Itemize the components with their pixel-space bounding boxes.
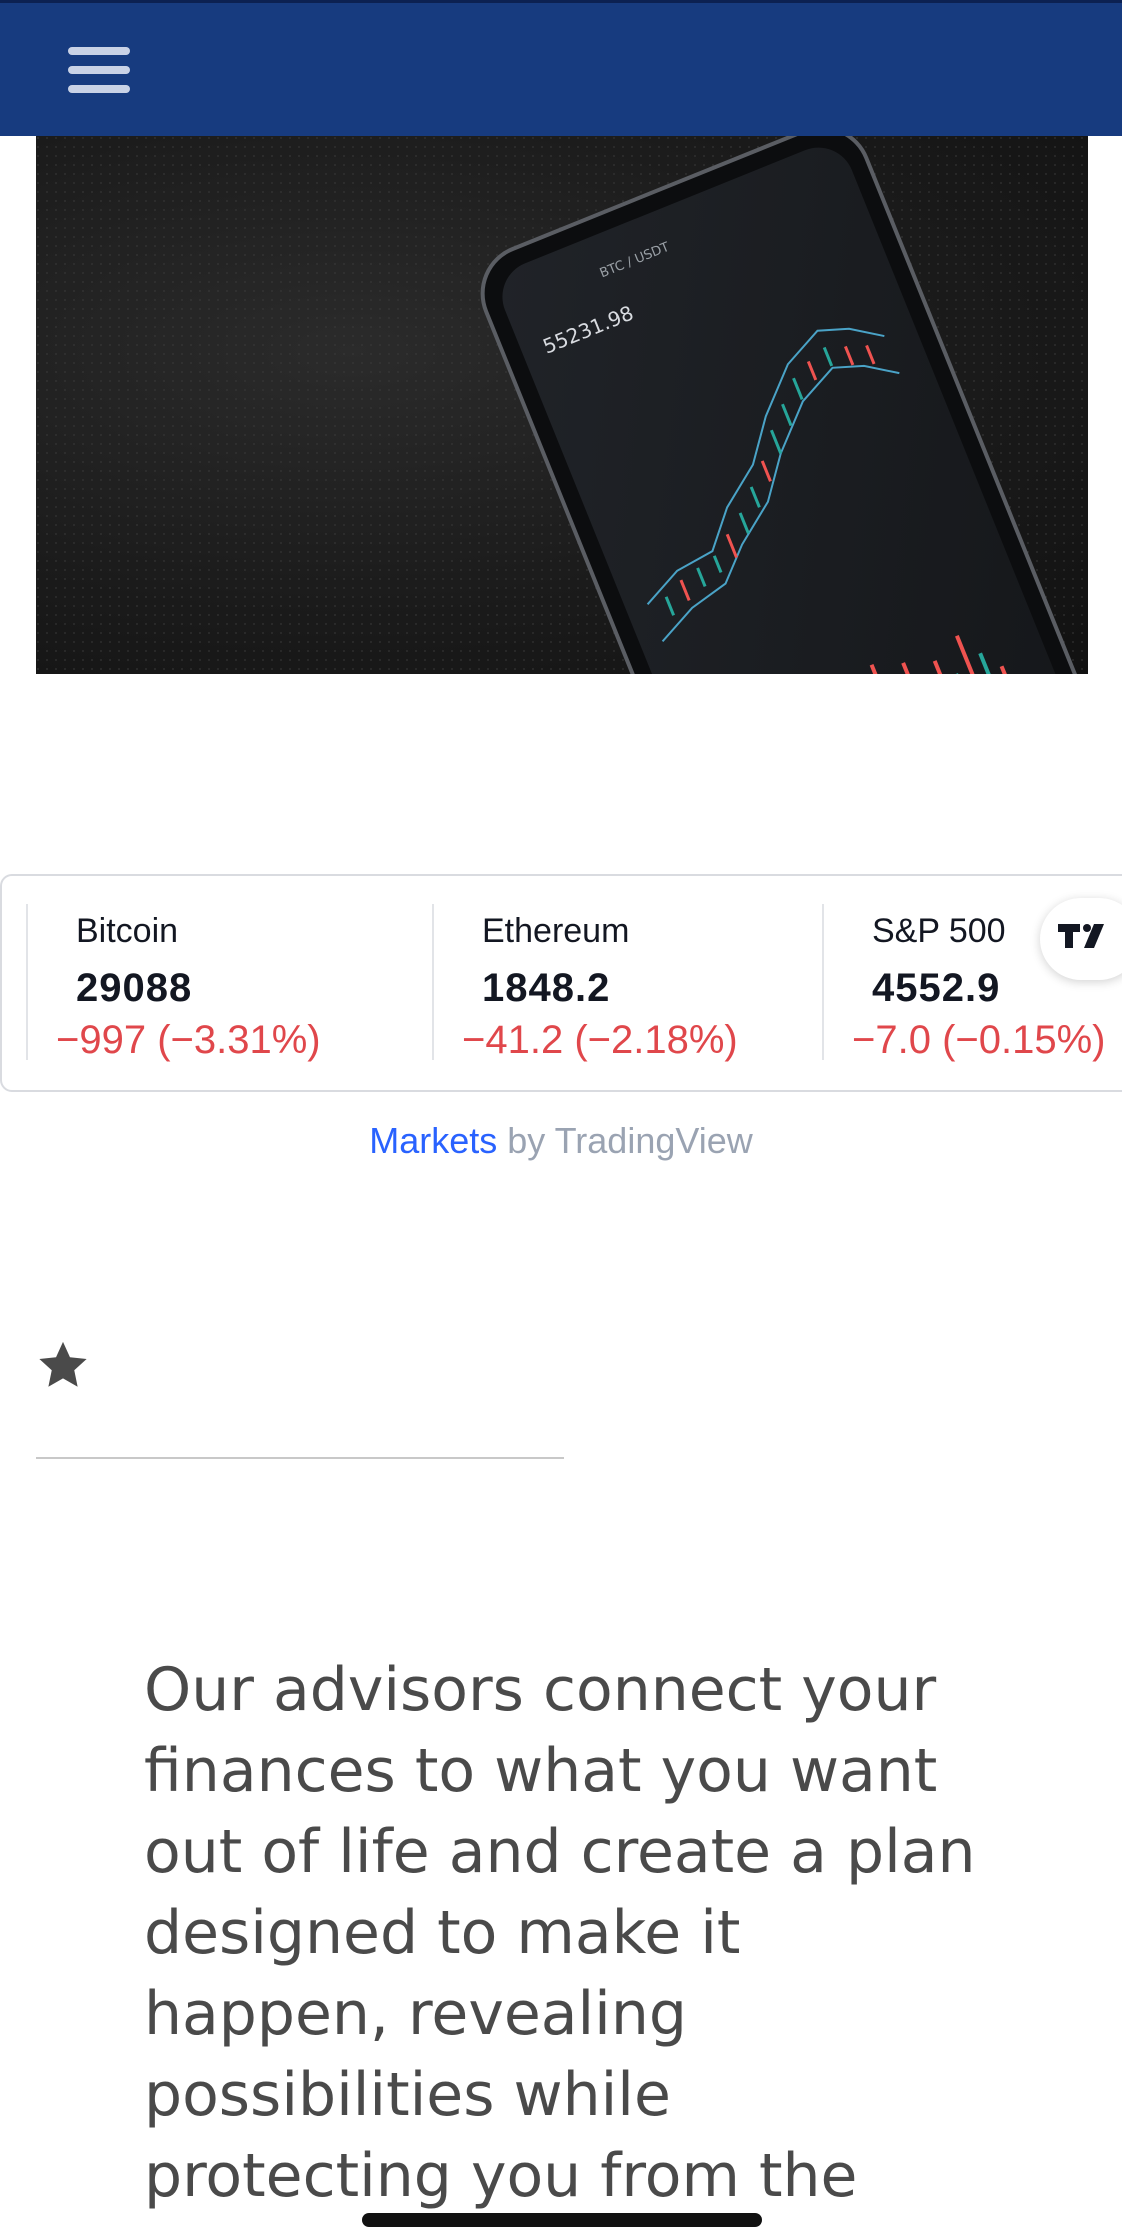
ticker-item-bitcoin[interactable]: Bitcoin 29088 −997 (−3.31%) [26, 904, 428, 1060]
attribution-suffix: by TradingView [497, 1120, 752, 1161]
ticker-name: Bitcoin [76, 912, 178, 951]
ticker-price: 1848.2 [482, 966, 610, 1011]
ticker-name: Ethereum [482, 912, 629, 951]
ticker-change: −997 (−3.31%) [56, 1018, 321, 1063]
section-divider [36, 1457, 564, 1459]
markets-link[interactable]: Markets [369, 1120, 497, 1161]
hero-image: 55231.98 BTC / USDT [36, 136, 1088, 674]
top-navigation-bar [0, 0, 1122, 136]
market-ticker-widget[interactable]: Bitcoin 29088 −997 (−3.31%) Ethereum 184… [0, 874, 1122, 1092]
ticker-change: −41.2 (−2.18%) [462, 1018, 738, 1063]
ticker-change: −7.0 (−0.15%) [852, 1018, 1106, 1063]
ticker-price: 4552.9 [872, 966, 1000, 1011]
star-icon [36, 1340, 90, 1397]
ticker-price: 29088 [76, 966, 192, 1011]
ticker-item-ethereum[interactable]: Ethereum 1848.2 −41.2 (−2.18%) [432, 904, 824, 1060]
mission-statement: Our advisors connect your finances to wh… [144, 1650, 994, 2217]
ticker-name: S&P 500 [872, 912, 1006, 951]
home-indicator[interactable] [362, 2213, 762, 2227]
hamburger-menu-icon[interactable] [68, 45, 130, 95]
tradingview-logo-icon[interactable] [1040, 898, 1122, 980]
tradingview-attribution: Markets by TradingView [0, 1120, 1122, 1162]
